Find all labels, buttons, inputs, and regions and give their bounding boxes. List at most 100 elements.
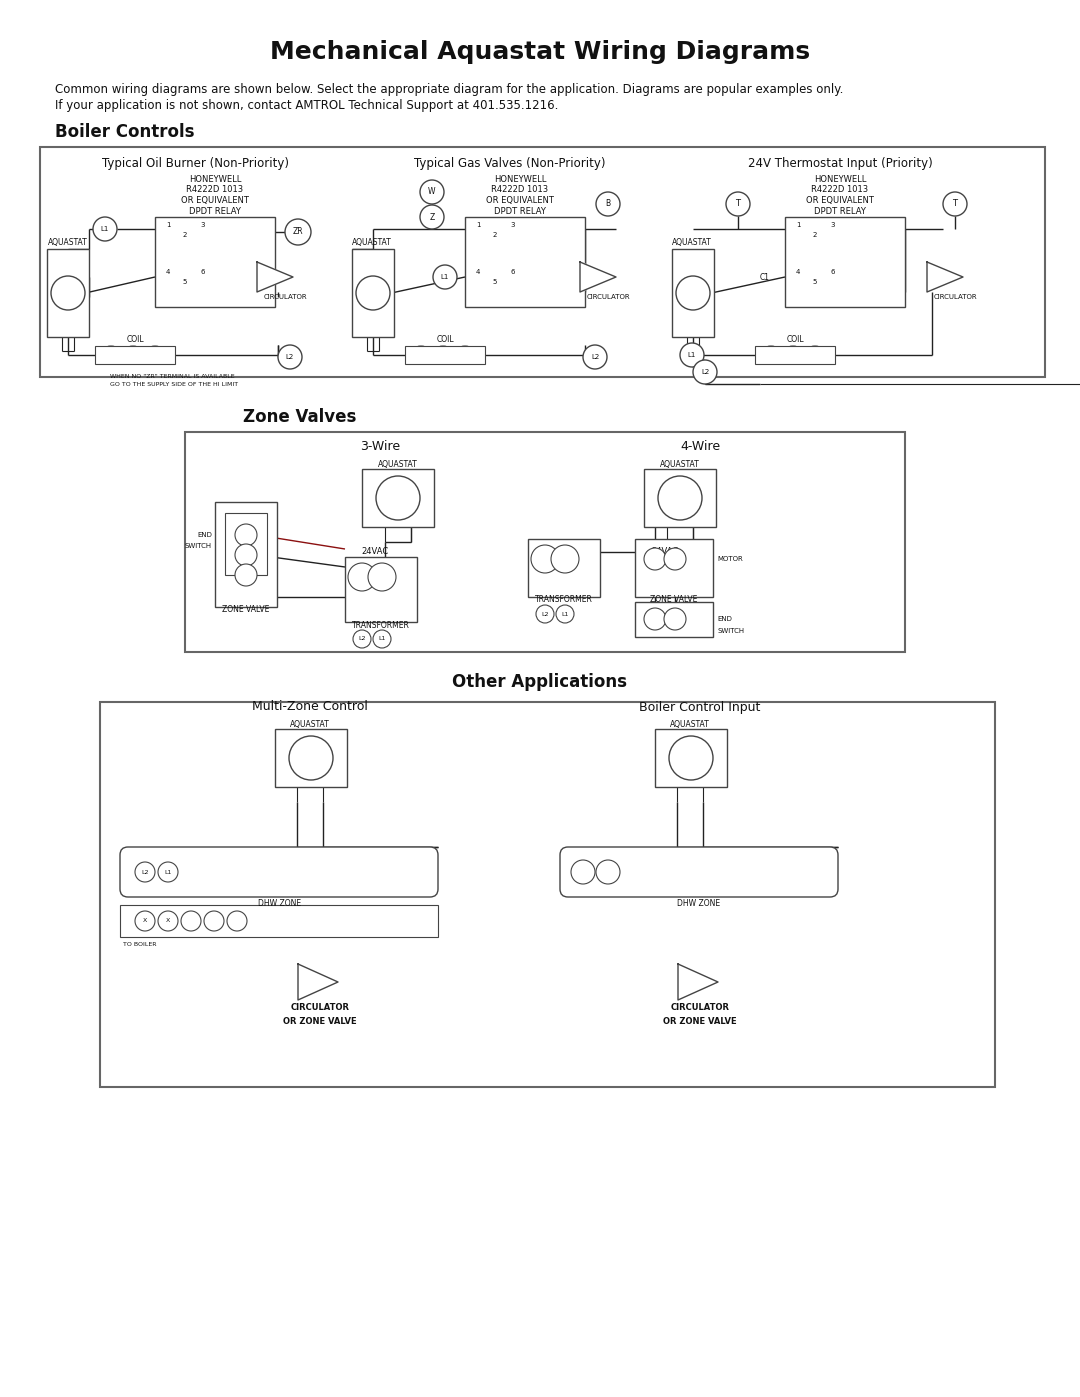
Bar — [40, 147, 1045, 377]
Text: SWITCH: SWITCH — [717, 629, 744, 634]
Text: L2: L2 — [286, 353, 294, 360]
Circle shape — [181, 911, 201, 930]
Bar — [48, 249, 89, 337]
Text: AQUASTAT: AQUASTAT — [672, 237, 712, 246]
Text: CIRCULATOR: CIRCULATOR — [264, 293, 307, 300]
Text: 4-Wire: 4-Wire — [680, 440, 720, 454]
Text: OR EQUIVALENT: OR EQUIVALENT — [181, 197, 248, 205]
Circle shape — [158, 911, 178, 930]
Circle shape — [356, 277, 390, 310]
Text: 1: 1 — [796, 222, 800, 228]
Circle shape — [433, 265, 457, 289]
Circle shape — [93, 217, 117, 242]
Circle shape — [51, 277, 85, 310]
Text: OR EQUIVALENT: OR EQUIVALENT — [486, 197, 554, 205]
Bar — [362, 469, 434, 527]
Circle shape — [596, 861, 620, 884]
Circle shape — [583, 345, 607, 369]
Text: Boiler Controls: Boiler Controls — [55, 123, 194, 141]
Circle shape — [680, 344, 704, 367]
Circle shape — [235, 543, 257, 566]
Circle shape — [235, 524, 257, 546]
Text: CIRCULATOR: CIRCULATOR — [291, 1003, 350, 1011]
Circle shape — [571, 861, 595, 884]
Circle shape — [376, 476, 420, 520]
Circle shape — [373, 630, 391, 648]
Bar — [95, 346, 175, 365]
Text: 24VAC: 24VAC — [651, 548, 678, 556]
Text: 5: 5 — [492, 279, 497, 285]
Text: SWITCH: SWITCH — [185, 543, 212, 549]
Text: Boiler Control Input: Boiler Control Input — [639, 700, 760, 714]
Text: AQUASTAT: AQUASTAT — [49, 237, 87, 246]
Circle shape — [353, 630, 372, 648]
Text: Mechanical Aquastat Wiring Diagrams: Mechanical Aquastat Wiring Diagrams — [270, 41, 810, 64]
Text: C1: C1 — [760, 272, 770, 282]
Text: 5: 5 — [183, 279, 187, 285]
Bar — [120, 905, 438, 937]
Text: T: T — [953, 200, 958, 208]
Text: DHW ZONE: DHW ZONE — [677, 900, 720, 908]
Text: T: T — [735, 200, 741, 208]
Text: L1: L1 — [378, 637, 386, 641]
Circle shape — [204, 911, 224, 930]
Text: L1: L1 — [441, 274, 449, 279]
Circle shape — [676, 277, 710, 310]
Text: DHW ZONE: DHW ZONE — [258, 900, 301, 908]
Circle shape — [289, 736, 333, 780]
Circle shape — [278, 345, 302, 369]
Bar — [635, 602, 713, 637]
Text: ZONE VALVE: ZONE VALVE — [650, 595, 698, 605]
Polygon shape — [298, 964, 338, 1000]
Text: X: X — [166, 918, 171, 923]
Text: X: X — [143, 918, 147, 923]
Text: 4: 4 — [166, 270, 171, 275]
Circle shape — [664, 548, 686, 570]
Bar — [345, 557, 417, 622]
Text: OR ZONE VALVE: OR ZONE VALVE — [663, 1017, 737, 1027]
Circle shape — [551, 545, 579, 573]
Text: Typical Oil Burner (Non-Priority): Typical Oil Burner (Non-Priority) — [102, 156, 288, 169]
Bar — [635, 539, 713, 597]
Circle shape — [943, 191, 967, 217]
Text: AQUASTAT: AQUASTAT — [670, 721, 710, 729]
Circle shape — [644, 548, 666, 570]
Text: 1: 1 — [165, 222, 171, 228]
Text: DPDT RELAY: DPDT RELAY — [494, 208, 545, 217]
Text: L1: L1 — [562, 612, 569, 616]
Text: 3: 3 — [831, 222, 835, 228]
Bar — [644, 469, 716, 527]
Text: CIRCULATOR: CIRCULATOR — [671, 1003, 729, 1011]
Text: 6: 6 — [511, 270, 515, 275]
Text: L1: L1 — [100, 226, 109, 232]
Text: Multi-Zone Control: Multi-Zone Control — [252, 700, 368, 714]
Text: W: W — [429, 187, 435, 197]
Circle shape — [135, 862, 156, 882]
Text: R4222D 1013: R4222D 1013 — [491, 186, 549, 194]
Text: AQUASTAT: AQUASTAT — [352, 237, 392, 246]
Text: DPDT RELAY: DPDT RELAY — [814, 208, 866, 217]
Text: 24V Thermostat Input (Priority): 24V Thermostat Input (Priority) — [747, 156, 932, 169]
Text: 3: 3 — [201, 222, 205, 228]
Text: If your application is not shown, contact AMTROL Technical Support at 401.535.12: If your application is not shown, contac… — [55, 99, 558, 112]
Text: CIRCULATOR: CIRCULATOR — [933, 293, 976, 300]
Text: L2: L2 — [591, 353, 599, 360]
Text: ZONE VALVE: ZONE VALVE — [222, 605, 270, 615]
Text: L2: L2 — [141, 869, 149, 875]
Text: END: END — [717, 616, 732, 622]
Text: Z: Z — [430, 212, 434, 222]
Bar — [672, 249, 714, 337]
Text: HONEYWELL: HONEYWELL — [814, 175, 866, 183]
Bar — [405, 346, 485, 365]
Bar — [785, 217, 905, 307]
Text: CIRCULATOR: CIRCULATOR — [586, 293, 630, 300]
Circle shape — [536, 605, 554, 623]
Circle shape — [227, 911, 247, 930]
Text: 4: 4 — [476, 270, 481, 275]
Circle shape — [135, 911, 156, 930]
Text: Zone Valves: Zone Valves — [243, 408, 356, 426]
Bar — [654, 729, 727, 787]
Text: OR EQUIVALENT: OR EQUIVALENT — [806, 197, 874, 205]
Text: COIL: COIL — [126, 334, 144, 344]
Text: AQUASTAT: AQUASTAT — [291, 721, 329, 729]
